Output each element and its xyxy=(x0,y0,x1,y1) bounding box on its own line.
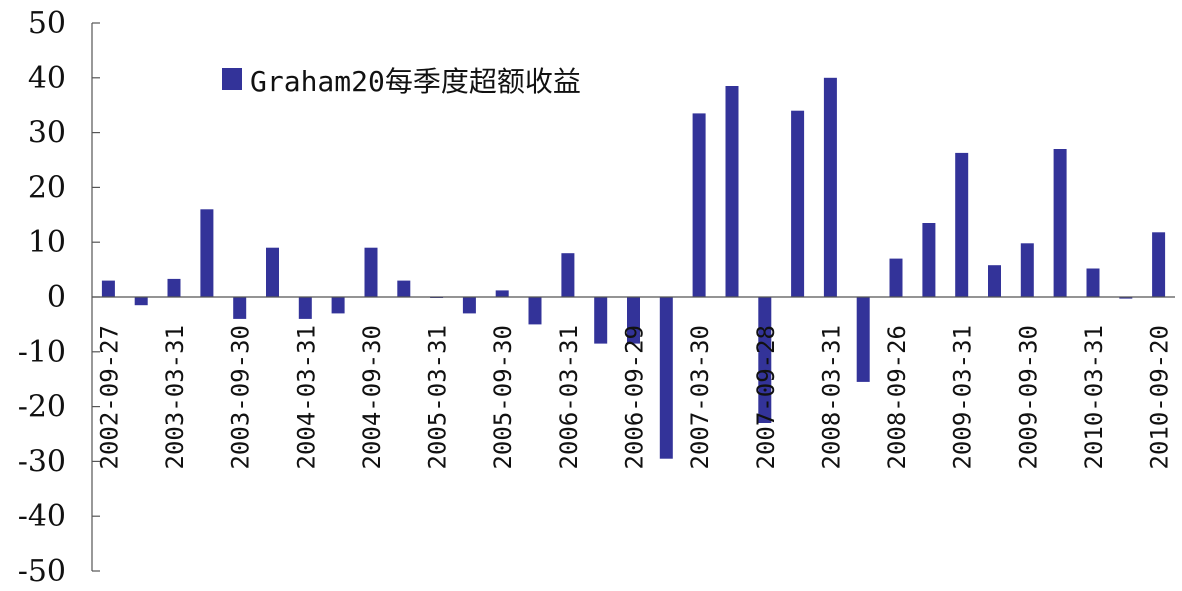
x-tick-label: 2008-09-26 xyxy=(883,325,911,470)
bar xyxy=(200,209,214,297)
bar xyxy=(561,253,575,297)
bar xyxy=(758,297,772,423)
bar xyxy=(922,223,936,297)
y-tick-label: 10 xyxy=(28,225,66,260)
x-tick-label: 2007-09-28 xyxy=(752,325,780,470)
y-tick-label: -10 xyxy=(18,335,66,370)
legend: Graham20每季度超额收益 xyxy=(222,65,581,98)
bar xyxy=(594,297,608,344)
y-tick-label: -20 xyxy=(18,390,66,425)
bar xyxy=(331,297,345,314)
bar xyxy=(725,86,739,297)
bar xyxy=(692,113,706,298)
legend-label: Graham20每季度超额收益 xyxy=(250,65,581,98)
x-tick-label: 2002-09-27 xyxy=(95,325,123,470)
x-tick-label: 2006-09-29 xyxy=(621,325,649,470)
bar xyxy=(397,280,411,297)
x-tick-label: 2010-09-20 xyxy=(1146,325,1174,470)
y-tick-label: 0 xyxy=(47,280,66,315)
bar xyxy=(988,265,1001,297)
bar xyxy=(791,110,805,297)
bar xyxy=(364,247,378,297)
x-tick-label: 2005-09-30 xyxy=(489,325,517,470)
bar xyxy=(528,297,542,325)
y-tick-label: 50 xyxy=(28,6,66,41)
y-axis: 50 40 30 20 10 0 -10 -20 -30 -40 -50 xyxy=(18,6,100,589)
bars xyxy=(101,77,1166,459)
x-tick-label: 2004-03-31 xyxy=(292,325,320,470)
bar xyxy=(167,278,181,297)
y-tick-label: -50 xyxy=(18,554,66,589)
x-tick-label: 2007-03-30 xyxy=(686,325,714,470)
x-tick-label: 2010-03-31 xyxy=(1080,325,1108,470)
bar xyxy=(462,297,476,314)
bar xyxy=(1152,232,1166,297)
bar xyxy=(101,280,115,297)
y-tick-label: -40 xyxy=(18,499,66,534)
bar xyxy=(659,297,673,459)
bar xyxy=(134,297,148,306)
x-tick-label: 2008-03-31 xyxy=(817,325,845,470)
bar xyxy=(1053,149,1067,297)
x-tick-label: 2009-03-31 xyxy=(949,325,977,470)
bar xyxy=(1119,297,1133,299)
bar xyxy=(1086,268,1100,297)
bar xyxy=(1020,243,1034,297)
x-axis: 2002-09-27 2003-03-31 2003-09-30 2004-03-31… xyxy=(92,296,1175,470)
bar xyxy=(955,152,969,297)
bar xyxy=(856,297,870,382)
x-tick-label: 2009-09-30 xyxy=(1014,325,1042,470)
bar xyxy=(298,297,312,319)
bar xyxy=(823,77,837,297)
x-tick-label: 2004-09-30 xyxy=(358,325,386,470)
bar xyxy=(889,258,903,297)
bar xyxy=(495,290,509,297)
bar xyxy=(627,297,640,344)
legend-swatch xyxy=(222,68,242,90)
y-tick-label: 20 xyxy=(28,170,66,205)
x-tick-label: 2006-03-31 xyxy=(555,325,583,470)
y-tick-label: 40 xyxy=(28,61,66,96)
bar xyxy=(233,297,247,319)
y-tick-label: -30 xyxy=(18,444,66,479)
bar xyxy=(266,247,279,297)
x-tick-label: 2003-09-30 xyxy=(227,325,255,470)
x-tick-label: 2003-03-31 xyxy=(161,325,189,470)
x-tick-label: 2005-03-31 xyxy=(424,325,452,470)
y-tick-label: 30 xyxy=(28,116,66,151)
